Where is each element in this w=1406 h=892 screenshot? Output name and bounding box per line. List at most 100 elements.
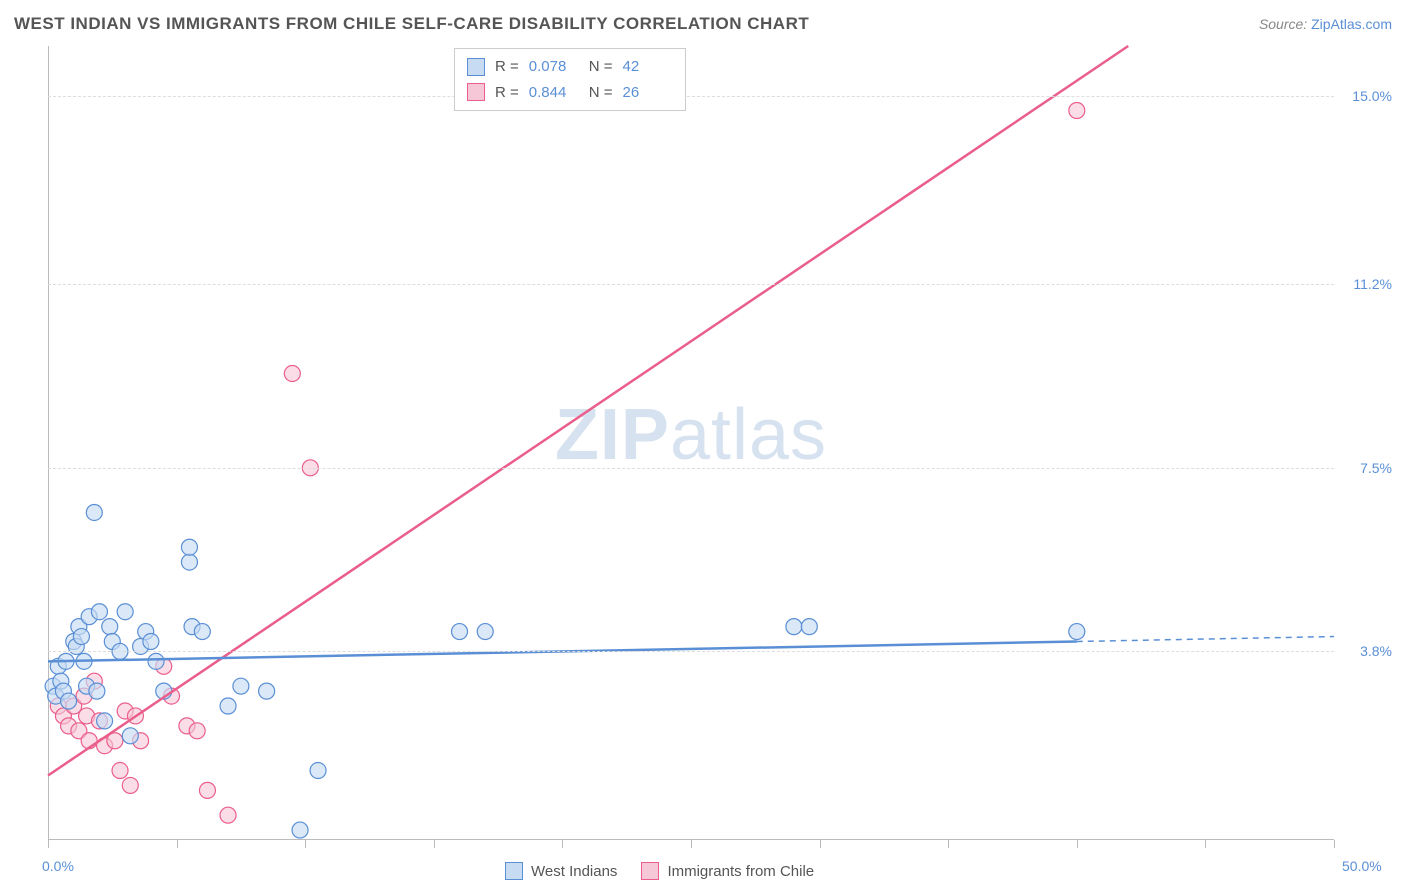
scatter-point [66, 698, 82, 714]
y-axis-line [48, 46, 49, 840]
scatter-point [194, 624, 210, 640]
legend-item-blue: West Indians [505, 862, 617, 880]
scatter-point [73, 629, 89, 645]
scatter-point [79, 708, 95, 724]
y-tick-label: 7.5% [1360, 460, 1392, 476]
source-prefix: Source: [1259, 16, 1311, 32]
correlation-legend: R = 0.078 N = 42 R = 0.844 N = 26 [454, 48, 686, 111]
y-tick-label: 11.2% [1353, 276, 1392, 292]
scatter-point [86, 673, 102, 689]
y-tick-label: 3.8% [1360, 643, 1392, 659]
swatch-blue [505, 862, 523, 880]
x-tick [177, 840, 178, 848]
scatter-point [1069, 624, 1085, 640]
n-value-pink: 26 [623, 80, 673, 106]
scatter-point [102, 619, 118, 635]
scatter-point [107, 733, 123, 749]
scatter-point [76, 653, 92, 669]
scatter-point [97, 713, 113, 729]
scatter-point [138, 624, 154, 640]
scatter-point [97, 738, 113, 754]
scatter-point [53, 673, 69, 689]
x-tick [48, 840, 49, 848]
scatter-point [189, 723, 205, 739]
scatter-point [233, 678, 249, 694]
source-attribution: Source: ZipAtlas.com [1259, 16, 1392, 32]
gridline [48, 284, 1334, 285]
scatter-point [81, 609, 97, 625]
x-tick [691, 840, 692, 848]
r-label: R = [495, 80, 519, 106]
x-axis-end-label: 50.0% [1342, 858, 1382, 874]
scatter-point [117, 604, 133, 620]
scatter-point [292, 822, 308, 838]
scatter-point [122, 777, 138, 793]
trend-line [48, 46, 1128, 775]
scatter-point [181, 539, 197, 555]
scatter-point [156, 683, 172, 699]
x-tick [820, 840, 821, 848]
chart-header: WEST INDIAN VS IMMIGRANTS FROM CHILE SEL… [0, 0, 1406, 40]
scatter-point [117, 703, 133, 719]
scatter-point [91, 604, 107, 620]
series-legend: West Indians Immigrants from Chile [505, 862, 814, 880]
scatter-point [127, 708, 143, 724]
scatter-point [104, 634, 120, 650]
n-label: N = [589, 80, 613, 106]
scatter-point [71, 723, 87, 739]
scatter-plot: ZIPatlas 3.8%7.5%11.2%15.0% [48, 46, 1334, 840]
x-tick [305, 840, 306, 848]
x-tick [1334, 840, 1335, 848]
scatter-point [86, 504, 102, 520]
x-tick [948, 840, 949, 848]
scatter-point [786, 619, 802, 635]
scatter-point [1069, 103, 1085, 119]
r-value-blue: 0.078 [529, 54, 579, 80]
scatter-point [81, 733, 97, 749]
scatter-point [55, 683, 71, 699]
x-tick [434, 840, 435, 848]
legend-row-blue: R = 0.078 N = 42 [467, 54, 673, 80]
series-name-pink: Immigrants from Chile [667, 863, 814, 880]
legend-item-pink: Immigrants from Chile [641, 862, 814, 880]
r-label: R = [495, 54, 519, 80]
swatch-pink [467, 83, 485, 101]
scatter-point [91, 713, 107, 729]
scatter-point [61, 693, 77, 709]
scatter-point [220, 807, 236, 823]
scatter-point [220, 698, 236, 714]
scatter-point [259, 683, 275, 699]
scatter-point [76, 688, 92, 704]
scatter-point [71, 619, 87, 635]
swatch-blue [467, 58, 485, 76]
series-name-blue: West Indians [531, 863, 617, 880]
scatter-point [79, 678, 95, 694]
scatter-point [148, 653, 164, 669]
watermark-bold: ZIP [555, 395, 670, 475]
x-tick [562, 840, 563, 848]
scatter-point [48, 688, 64, 704]
scatter-point [310, 763, 326, 779]
scatter-point [122, 728, 138, 744]
scatter-point [477, 624, 493, 640]
source-link[interactable]: ZipAtlas.com [1311, 16, 1392, 32]
gridline [48, 651, 1334, 652]
chart-title: WEST INDIAN VS IMMIGRANTS FROM CHILE SEL… [14, 14, 809, 34]
scatter-point [163, 688, 179, 704]
scatter-point [50, 698, 66, 714]
x-tick [1205, 840, 1206, 848]
scatter-point [156, 658, 172, 674]
scatter-point [801, 619, 817, 635]
n-value-blue: 42 [623, 54, 673, 80]
n-label: N = [589, 54, 613, 80]
legend-row-pink: R = 0.844 N = 26 [467, 80, 673, 106]
scatter-point [55, 708, 71, 724]
scatter-point [66, 634, 82, 650]
y-tick-label: 15.0% [1352, 88, 1392, 104]
scatter-point [143, 634, 159, 650]
gridline [48, 468, 1334, 469]
gridline [48, 96, 1334, 97]
x-tick [1077, 840, 1078, 848]
scatter-point [89, 683, 105, 699]
scatter-point [452, 624, 468, 640]
